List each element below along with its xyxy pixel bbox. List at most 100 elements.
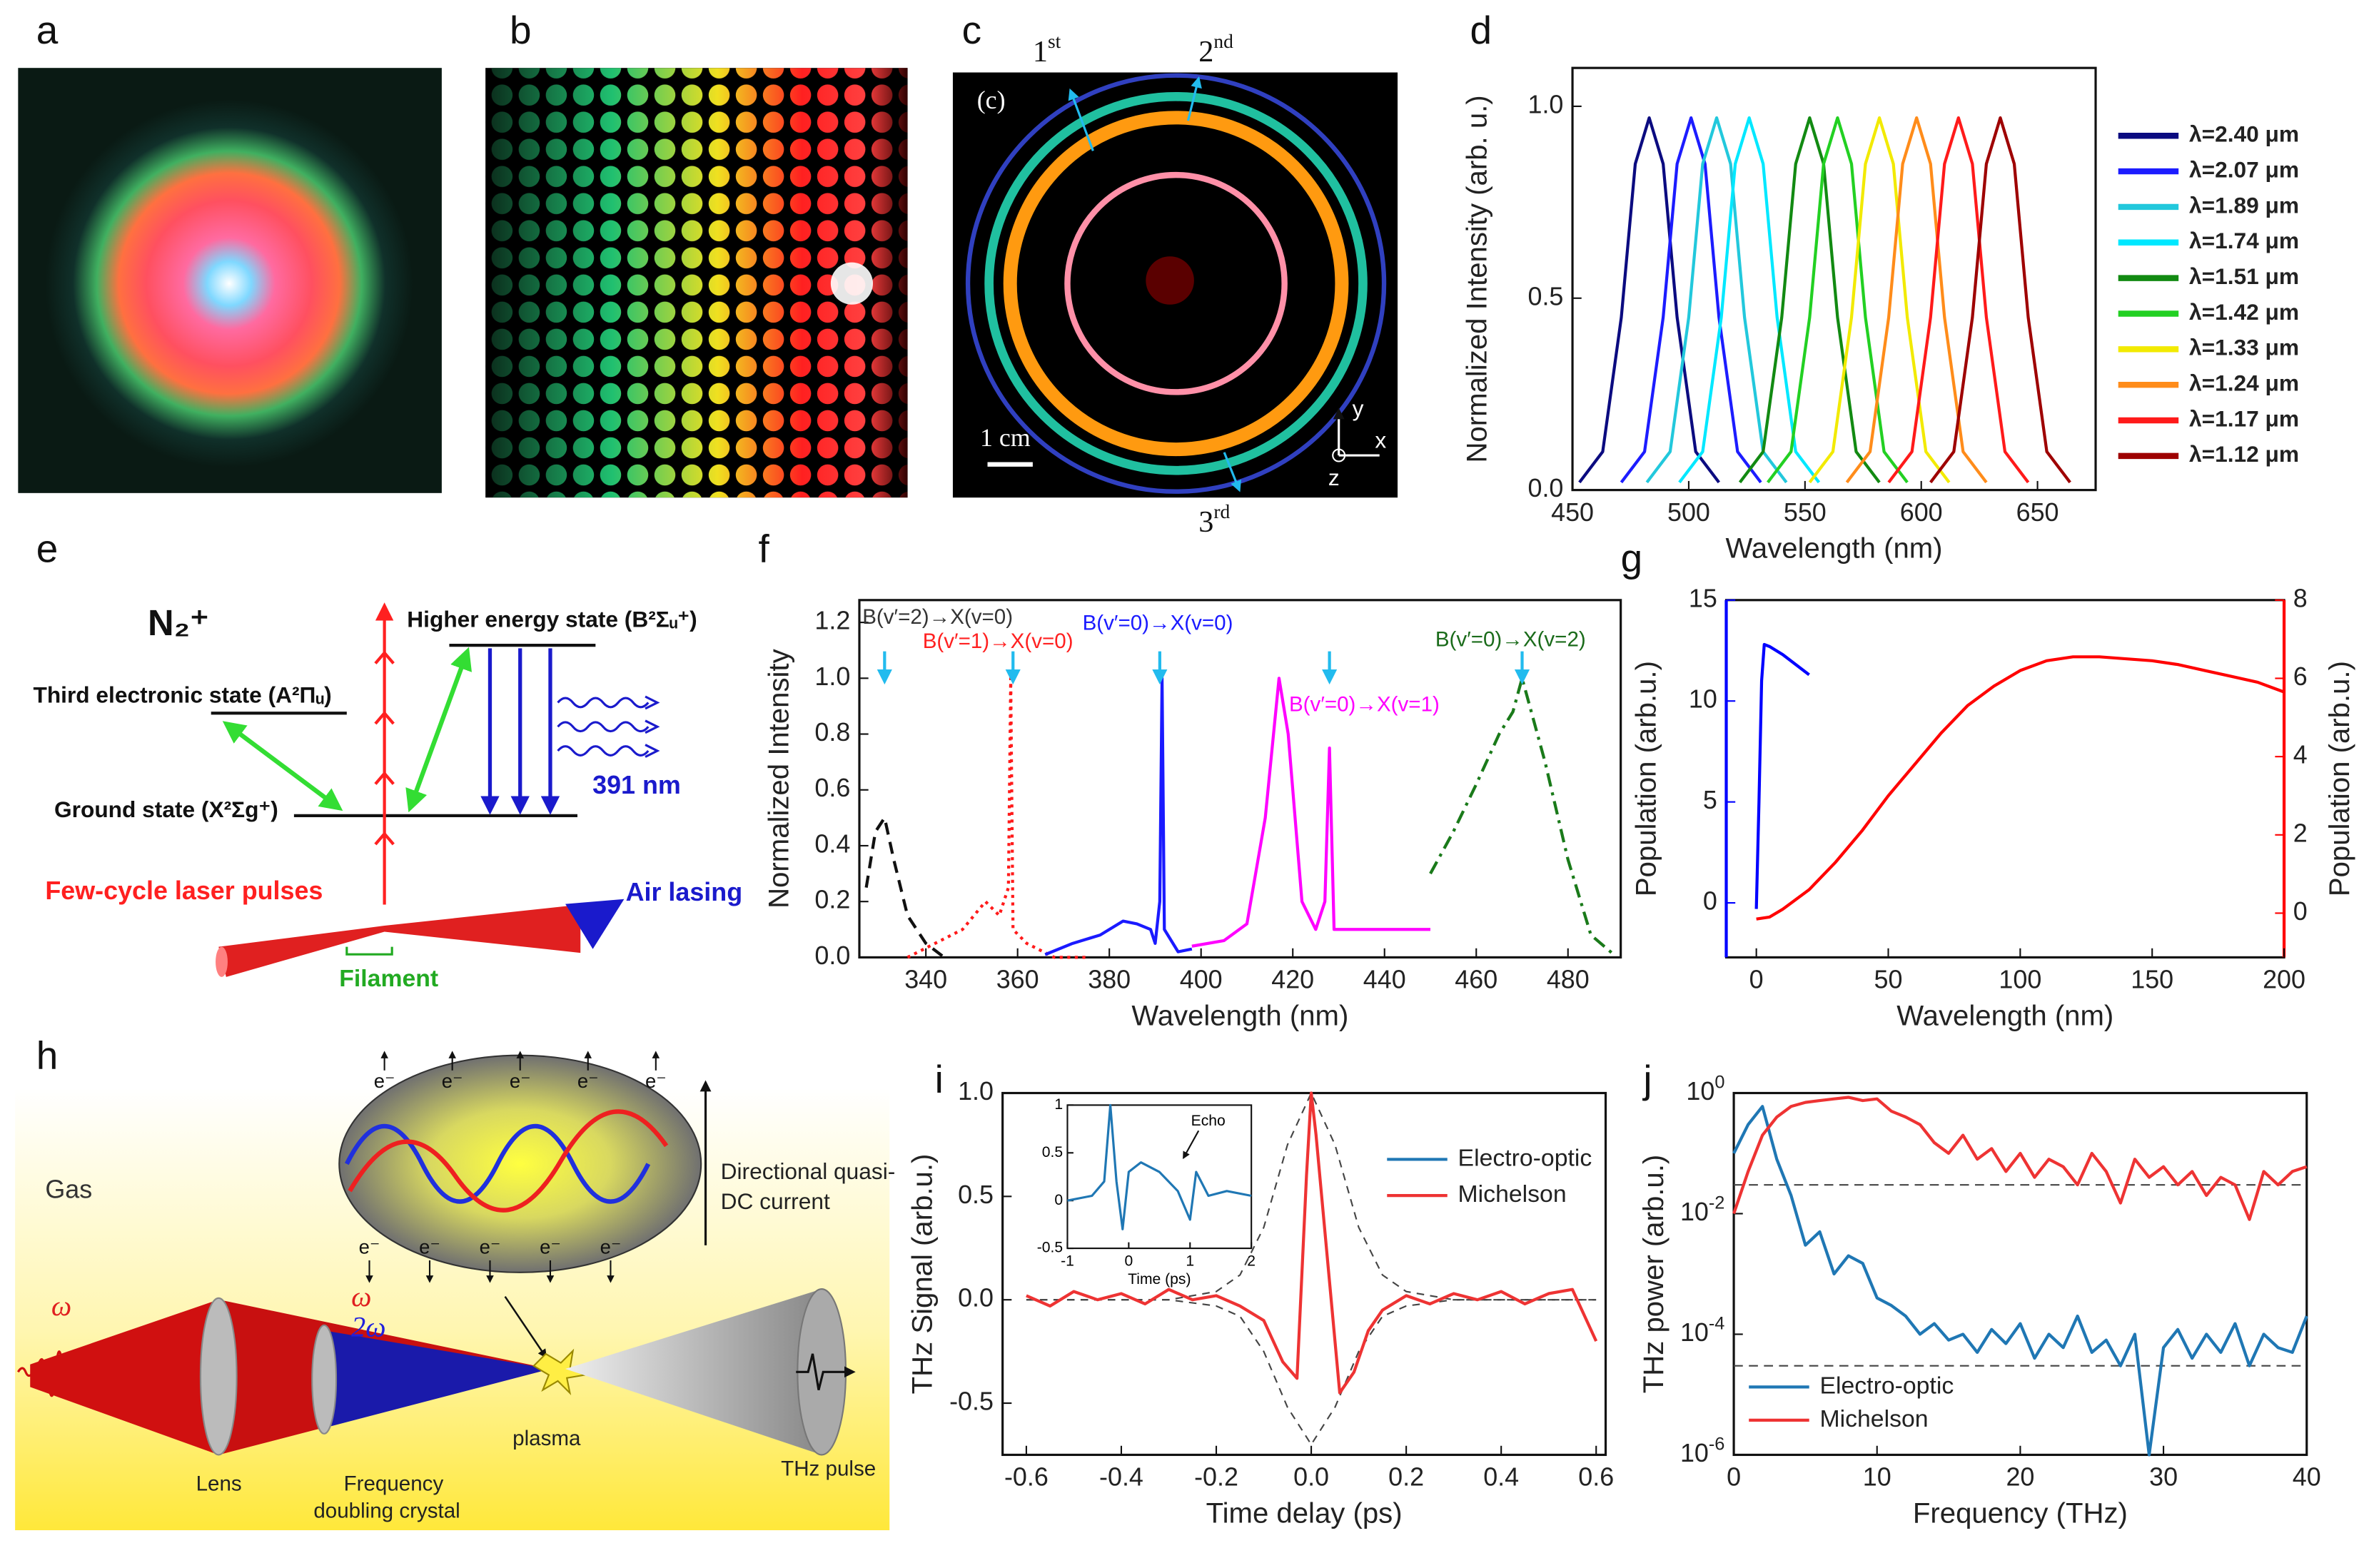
level-label: Ground state (X²Σg⁺) (54, 796, 278, 822)
x-axis-label: Wavelength (nm) (1726, 532, 1943, 565)
y-axis-label: THz Signal (arb.u.) (906, 1154, 938, 1395)
electron-label: e⁻ (645, 1070, 667, 1092)
x-tick-label: 420 (1271, 966, 1314, 994)
legend-label: Electro-optic (1458, 1144, 1592, 1171)
series-line (1808, 116, 1951, 484)
electron-label: e⁻ (359, 1235, 380, 1258)
x-tick-label: 380 (1088, 966, 1131, 994)
pointer (504, 1295, 547, 1359)
series-line (1067, 1103, 1252, 1230)
coupling-arrow (222, 721, 343, 811)
emission-label: 391 nm (592, 771, 681, 799)
series-line (1732, 1105, 2308, 1457)
series-line (1191, 677, 1430, 948)
legend-label: λ=2.07 μm (2189, 156, 2299, 182)
inset-x-tick-label: 2 (1247, 1253, 1256, 1270)
crystal-label: doubling crystal (313, 1499, 460, 1523)
panel-labels: a b c d e f g h i j (36, 8, 1652, 1101)
inset-x-tick-label: -1 (1061, 1253, 1074, 1270)
series-line (864, 816, 946, 959)
x-tick-label: 200 (2263, 966, 2305, 994)
legend-label: Michelson (1458, 1180, 1567, 1208)
image-b (485, 68, 908, 498)
series-line (1738, 116, 1881, 484)
panel-label: b (510, 8, 532, 52)
x-tick-label: 100 (1999, 966, 2041, 994)
plot-frame (1001, 1091, 1607, 1457)
x-tick-label: 0.2 (1388, 1463, 1424, 1492)
ring (1064, 171, 1288, 395)
center-spot (1146, 256, 1194, 305)
series-line (1678, 116, 1821, 484)
inset-y-tick-label: -0.5 (1037, 1240, 1063, 1256)
x-tick-label: 50 (1874, 966, 1903, 994)
filament-bracket (345, 946, 393, 956)
crystal-label: Frequency (344, 1472, 444, 1496)
y2-tick-label: 2 (2293, 819, 2308, 847)
y-tick-label: 1.0 (814, 662, 850, 691)
x-tick-label: 10 (1863, 1463, 1891, 1492)
x-tick-label: 600 (1900, 498, 1943, 527)
panel-label: i (935, 1057, 944, 1101)
inset-x-tick-label: 0 (1124, 1253, 1133, 1270)
y-tick-label: 0.0 (814, 941, 850, 970)
lens (199, 1297, 238, 1456)
y-axis-label: Normalized Intensity (arb. u.) (1461, 95, 1493, 462)
axis-label: y (1353, 395, 1364, 421)
order-arrow (1068, 88, 1094, 151)
y2-tick-label: 8 (2293, 584, 2308, 612)
x-tick-label: 340 (904, 966, 947, 994)
plot-frame (1724, 599, 2285, 958)
ring (965, 73, 1387, 494)
x-axis-label: Wavelength (nm) (1131, 999, 1348, 1031)
y-tick-label: 1.2 (814, 607, 850, 635)
x-tick-label: -0.4 (1099, 1463, 1143, 1492)
y-tick-label: 100 (1686, 1072, 1724, 1106)
level-label: Third electronic state (A²Πᵤ) (33, 682, 331, 707)
x-tick-label: 0.6 (1578, 1463, 1614, 1492)
pump-steps (374, 650, 395, 846)
series-line (1845, 116, 1988, 484)
y-axis-label: Normalized Intensity (763, 649, 795, 909)
annotation-arrow (1183, 1130, 1200, 1160)
y-axis-label: Population (arb.u.) (1630, 661, 1662, 896)
series-line (906, 677, 1087, 959)
diagram-e: N₂⁺ Higher energy state (B²Σᵤ⁺) Third el… (33, 602, 742, 992)
lasing-label: Air lasing (626, 878, 743, 906)
y-tick-label: 0.4 (814, 829, 850, 858)
series-line (1044, 677, 1193, 956)
axis-label: z (1328, 465, 1340, 490)
electron-label: e⁻ (374, 1070, 395, 1092)
legend-label: λ=1.12 μm (2189, 441, 2299, 467)
series-line (1429, 677, 1615, 956)
inset-x-label: Time (ps) (1128, 1271, 1191, 1288)
x-tick-label: 0 (1749, 966, 1764, 994)
y-tick-label: 0.5 (958, 1180, 994, 1209)
ring (1003, 111, 1349, 457)
series-line (1754, 642, 1810, 909)
ring (984, 91, 1368, 475)
thz-cone (565, 1289, 822, 1455)
legend-label: λ=1.51 μm (2189, 263, 2299, 289)
annotation: B(v′=1)→X(v=0) (923, 629, 1074, 653)
legend-label: Michelson (1819, 1405, 1928, 1432)
wavy-heads (645, 695, 660, 758)
x-tick-label: 480 (1547, 966, 1590, 994)
legend-label: λ=1.24 μm (2189, 370, 2299, 396)
panel-label: f (758, 527, 769, 571)
y-tick-label: 0.0 (958, 1284, 994, 1312)
electron-label: e⁻ (577, 1070, 599, 1092)
plot-frame (1732, 1091, 2308, 1457)
legend-label: λ=1.33 μm (2189, 335, 2299, 360)
bright-spot (830, 262, 873, 305)
order-label: 2nd (1198, 31, 1233, 68)
y-tick-label: 10-4 (1680, 1313, 1724, 1347)
series-line (1732, 1096, 2308, 1221)
blue-beam (319, 1330, 550, 1430)
inset-y-tick-label: 0.5 (1042, 1144, 1063, 1160)
chart: 0 10 20 30 40 100 10-2 10-4 10-6 Frequency (THz) T… (1637, 1072, 2321, 1529)
y2-tick-label: 0 (2293, 897, 2308, 926)
